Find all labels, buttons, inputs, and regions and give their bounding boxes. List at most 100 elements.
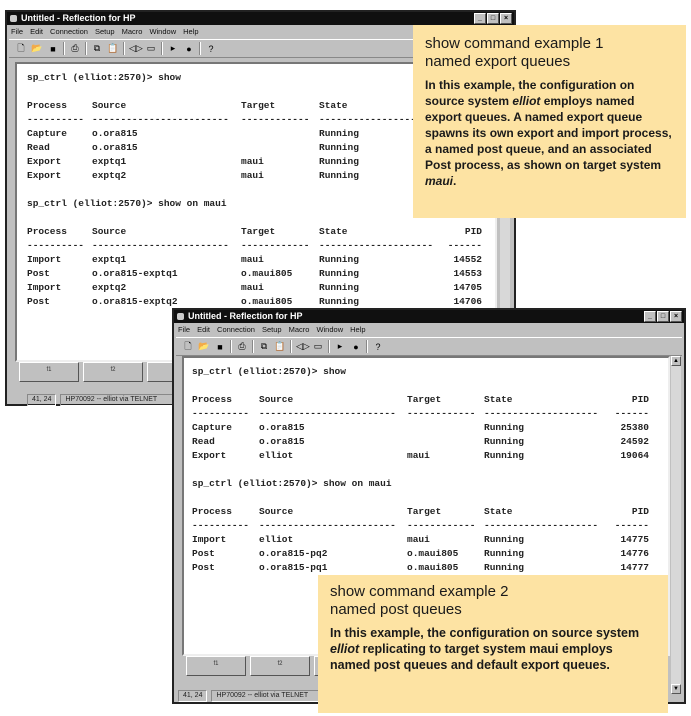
menu-macro[interactable]: Macro: [121, 27, 143, 36]
callout-subtitle: named post queues: [330, 601, 462, 618]
menu-edit[interactable]: Edit: [30, 27, 44, 36]
table-cell: Target: [407, 506, 442, 517]
table-cell: Export: [192, 450, 227, 461]
minimize-button[interactable]: _: [644, 311, 656, 322]
table-cell: ------------: [241, 240, 310, 251]
table-cell: Running: [319, 296, 359, 307]
menu-setup[interactable]: Setup: [94, 27, 115, 36]
table-cell: PID: [631, 394, 649, 405]
table-cell: Running: [484, 450, 524, 461]
table-cell: exptq1: [92, 156, 127, 167]
table-cell: o.maui805: [241, 296, 293, 307]
table-cell: ----------: [27, 114, 85, 125]
table-cell: Export: [27, 156, 62, 167]
callout-body: In this example, the configuration on so…: [330, 626, 640, 672]
toolbar-separator: [123, 42, 125, 55]
record-icon[interactable]: ●: [353, 341, 359, 352]
scroll-down-button[interactable]: ▼: [671, 684, 681, 694]
function-key-2[interactable]: f2: [250, 656, 310, 676]
function-key-2[interactable]: f2: [83, 362, 143, 382]
maximize-button[interactable]: □: [487, 13, 499, 24]
window-title: Untitled - Reflection for HP: [21, 13, 136, 23]
menu-window[interactable]: Window: [316, 325, 344, 334]
session-icon[interactable]: ▭: [313, 341, 323, 351]
menu-file[interactable]: File: [178, 325, 191, 334]
open-icon[interactable]: 📂: [198, 341, 210, 351]
menu-bar: File Edit Connection Setup Macro Window Help: [176, 324, 366, 336]
menu-macro[interactable]: Macro: [288, 325, 310, 334]
toolbar: 🗋 📂 ■ ⎙ ⧉ 📋 ◁▷ ▭ ▸ ●?: [9, 39, 512, 58]
toolbar-separator: [199, 42, 201, 55]
toolbar-separator: [366, 340, 368, 353]
callout-title: show command example 2: [330, 583, 509, 600]
table-cell: Process: [192, 506, 232, 517]
table-cell: ----------: [27, 240, 85, 251]
record-icon[interactable]: ●: [186, 43, 192, 54]
scrollbar[interactable]: ▲ ▼: [671, 356, 681, 694]
copy-icon[interactable]: ⧉: [93, 43, 101, 53]
paste-icon[interactable]: 📋: [274, 341, 286, 351]
connect-icon[interactable]: ◁▷: [129, 43, 143, 53]
scroll-up-button[interactable]: ▲: [671, 356, 681, 366]
function-key-1[interactable]: f1: [186, 656, 246, 676]
table-cell: Target: [241, 100, 276, 111]
session-icon[interactable]: ▭: [146, 43, 156, 53]
command-prompt: sp_ctrl (elliot:2570)> show: [27, 72, 181, 83]
callout-subtitle: named export queues: [425, 53, 571, 70]
table-cell: Running: [484, 436, 524, 447]
table-cell: 19064: [620, 450, 649, 461]
menu-file[interactable]: File: [11, 27, 24, 36]
table-cell: Running: [484, 422, 524, 433]
copy-icon[interactable]: ⧉: [260, 341, 268, 351]
paste-icon[interactable]: 📋: [107, 43, 119, 53]
maximize-button[interactable]: □: [657, 311, 669, 322]
table-cell: State: [484, 506, 513, 517]
table-cell: ------: [614, 520, 649, 531]
help-icon[interactable]: ?: [375, 341, 381, 352]
table-cell: Running: [319, 142, 359, 153]
toolbar-separator: [85, 42, 87, 55]
save-icon[interactable]: ■: [50, 43, 56, 54]
function-key-1[interactable]: f1: [19, 362, 79, 382]
play-icon[interactable]: ▸: [337, 341, 343, 351]
toolbar-separator: [252, 340, 254, 353]
menu-help[interactable]: Help: [350, 325, 366, 334]
command-prompt: sp_ctrl (elliot:2570)> show on maui: [192, 478, 392, 489]
menu-connection[interactable]: Connection: [217, 325, 255, 334]
close-button[interactable]: ×: [670, 311, 682, 322]
cursor-position: 41, 24: [27, 394, 57, 406]
menu-help[interactable]: Help: [183, 27, 199, 36]
print-icon[interactable]: ⎙: [238, 341, 246, 351]
new-icon[interactable]: 🗋: [184, 340, 192, 351]
table-cell: 14775: [620, 534, 649, 545]
print-icon[interactable]: ⎙: [71, 43, 79, 53]
table-cell: Process: [27, 226, 67, 237]
table-cell: exptq2: [92, 282, 127, 293]
table-cell: ----------: [192, 408, 250, 419]
menu-setup[interactable]: Setup: [261, 325, 282, 334]
connect-icon[interactable]: ◁▷: [296, 341, 310, 351]
table-cell: Post: [192, 562, 215, 573]
table-cell: --------------------: [319, 240, 434, 251]
table-cell: Process: [27, 100, 67, 111]
save-icon[interactable]: ■: [217, 341, 223, 352]
menu-connection[interactable]: Connection: [50, 27, 88, 36]
menu-window[interactable]: Window: [149, 27, 177, 36]
table-cell: 25380: [620, 422, 649, 433]
table-cell: ------------: [407, 520, 476, 531]
close-button[interactable]: ×: [500, 13, 512, 24]
table-cell: ------------------------: [259, 520, 396, 531]
toolbar-separator: [161, 42, 163, 55]
new-icon[interactable]: 🗋: [17, 42, 25, 53]
table-cell: o.ora815: [92, 142, 138, 153]
scrollbar[interactable]: [500, 62, 510, 402]
menu-edit[interactable]: Edit: [197, 325, 211, 334]
table-cell: maui: [241, 170, 264, 181]
minimize-button[interactable]: _: [474, 13, 486, 24]
open-icon[interactable]: 📂: [31, 43, 43, 53]
table-cell: exptq1: [92, 254, 127, 265]
help-icon[interactable]: ?: [208, 43, 214, 54]
app-icon: [177, 313, 184, 320]
table-cell: 14553: [453, 268, 482, 279]
play-icon[interactable]: ▸: [170, 43, 176, 53]
